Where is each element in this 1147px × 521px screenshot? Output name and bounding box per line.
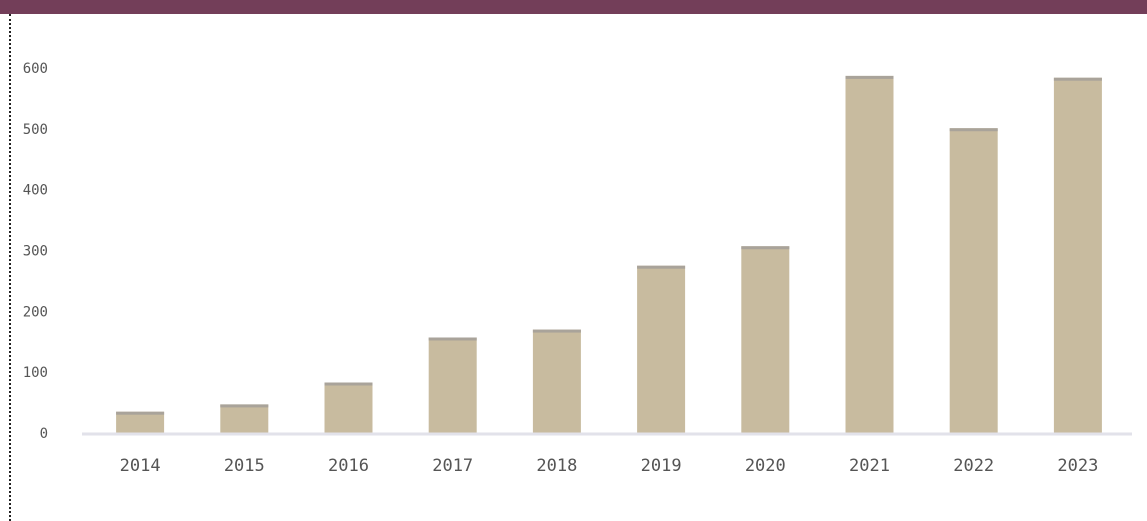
- bar-top-edge: [1053, 77, 1102, 81]
- y-tick-label: 400: [23, 183, 48, 199]
- dotted-left-border: [9, 14, 11, 521]
- x-tick-label: 2020: [745, 456, 786, 476]
- bar-2014: [116, 411, 165, 433]
- chart-header-bar: [0, 0, 1147, 14]
- bar-2015: [220, 404, 269, 433]
- bar-top-edge: [324, 382, 373, 386]
- y-tick-label: 600: [23, 61, 48, 77]
- x-tick-label: 2019: [641, 456, 682, 476]
- bar-top-edge: [220, 404, 269, 408]
- bar-top-edge: [741, 246, 790, 250]
- bar-top-edge: [116, 411, 165, 415]
- x-axis-labels: 2014 2015 2016 2017 2018 2019 2020 2021 2022 2023: [120, 456, 1099, 476]
- y-tick-label: 100: [23, 365, 48, 381]
- x-tick-label: 2014: [120, 456, 161, 476]
- bar-2021: [845, 75, 894, 434]
- bar-2019: [637, 265, 686, 433]
- y-tick-label: 0: [40, 426, 48, 442]
- x-tick-label: 2016: [328, 456, 369, 476]
- bar-2018: [532, 329, 581, 433]
- bar-2023: [1053, 77, 1102, 433]
- bar-2020: [741, 246, 790, 433]
- bar-top-edge: [428, 337, 477, 341]
- bar-2017: [428, 337, 477, 433]
- bar-2016: [324, 382, 373, 433]
- x-tick-label: 2022: [953, 456, 994, 476]
- bar-2022: [949, 128, 998, 433]
- x-tick-label: 2018: [536, 456, 577, 476]
- bars-group: [116, 75, 1102, 434]
- y-tick-label: 300: [23, 244, 48, 260]
- y-axis-labels: 0 100 200 300 400 500 600: [23, 61, 48, 442]
- x-tick-label: 2015: [224, 456, 265, 476]
- x-tick-label: 2017: [432, 456, 473, 476]
- bar-top-edge: [637, 265, 686, 269]
- y-tick-label: 200: [23, 304, 48, 320]
- y-tick-label: 500: [23, 122, 48, 138]
- x-tick-label: 2023: [1057, 456, 1098, 476]
- bar-top-edge: [532, 329, 581, 333]
- x-tick-label: 2021: [849, 456, 890, 476]
- bar-top-edge: [845, 75, 894, 79]
- bar-top-edge: [949, 128, 998, 132]
